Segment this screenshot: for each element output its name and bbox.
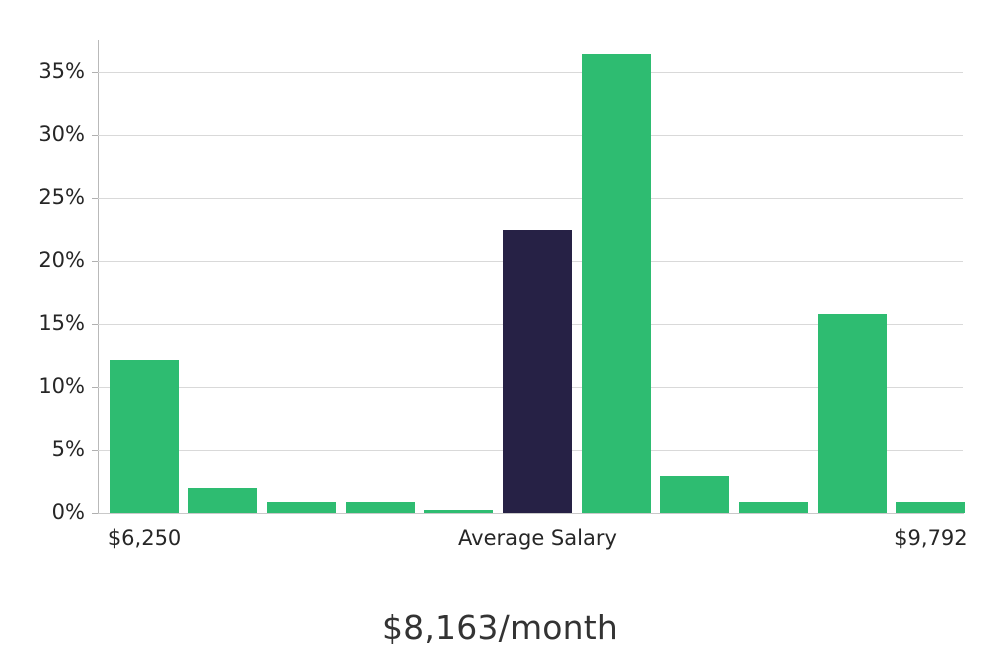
y-axis-tick-label: 30% [38, 121, 85, 146]
bar [581, 53, 651, 513]
y-axis-tick [92, 323, 98, 325]
bar [267, 501, 337, 513]
y-axis-tick-label: 0% [51, 500, 85, 524]
bar [424, 510, 494, 513]
x-axis-label-right: $9,792 [894, 526, 968, 550]
y-axis-tick [92, 260, 98, 262]
bar-highlighted [503, 230, 572, 513]
y-axis-tick [92, 386, 98, 388]
y-axis-tick-label: 10% [38, 373, 85, 398]
plot-area [98, 40, 966, 513]
bar [660, 476, 730, 513]
bar [109, 360, 179, 513]
bar [896, 501, 966, 513]
gridline [98, 71, 963, 73]
bar [345, 501, 415, 513]
x-axis-spine [98, 513, 964, 514]
gridline [98, 197, 963, 199]
y-axis-spine [98, 40, 99, 514]
y-axis-tick-label: 5% [51, 436, 85, 461]
y-axis-tick-label: 20% [38, 247, 85, 272]
y-axis-tick-label: 25% [38, 184, 85, 209]
x-axis-label-center: Average Salary [458, 526, 617, 550]
y-axis-tick [92, 71, 98, 73]
chart-caption: $8,163/month [381, 608, 619, 647]
bar [188, 487, 258, 513]
x-axis-label-left: $6,250 [107, 526, 182, 550]
bar [738, 501, 808, 513]
y-axis-tick [92, 197, 98, 199]
y-axis-tick-label: 35% [38, 58, 85, 83]
y-axis-tick [92, 134, 98, 136]
bar [817, 313, 887, 513]
y-axis-tick [92, 449, 98, 451]
gridline [98, 134, 963, 136]
y-axis-tick [92, 513, 98, 514]
y-axis-tick-label: 15% [38, 310, 85, 335]
